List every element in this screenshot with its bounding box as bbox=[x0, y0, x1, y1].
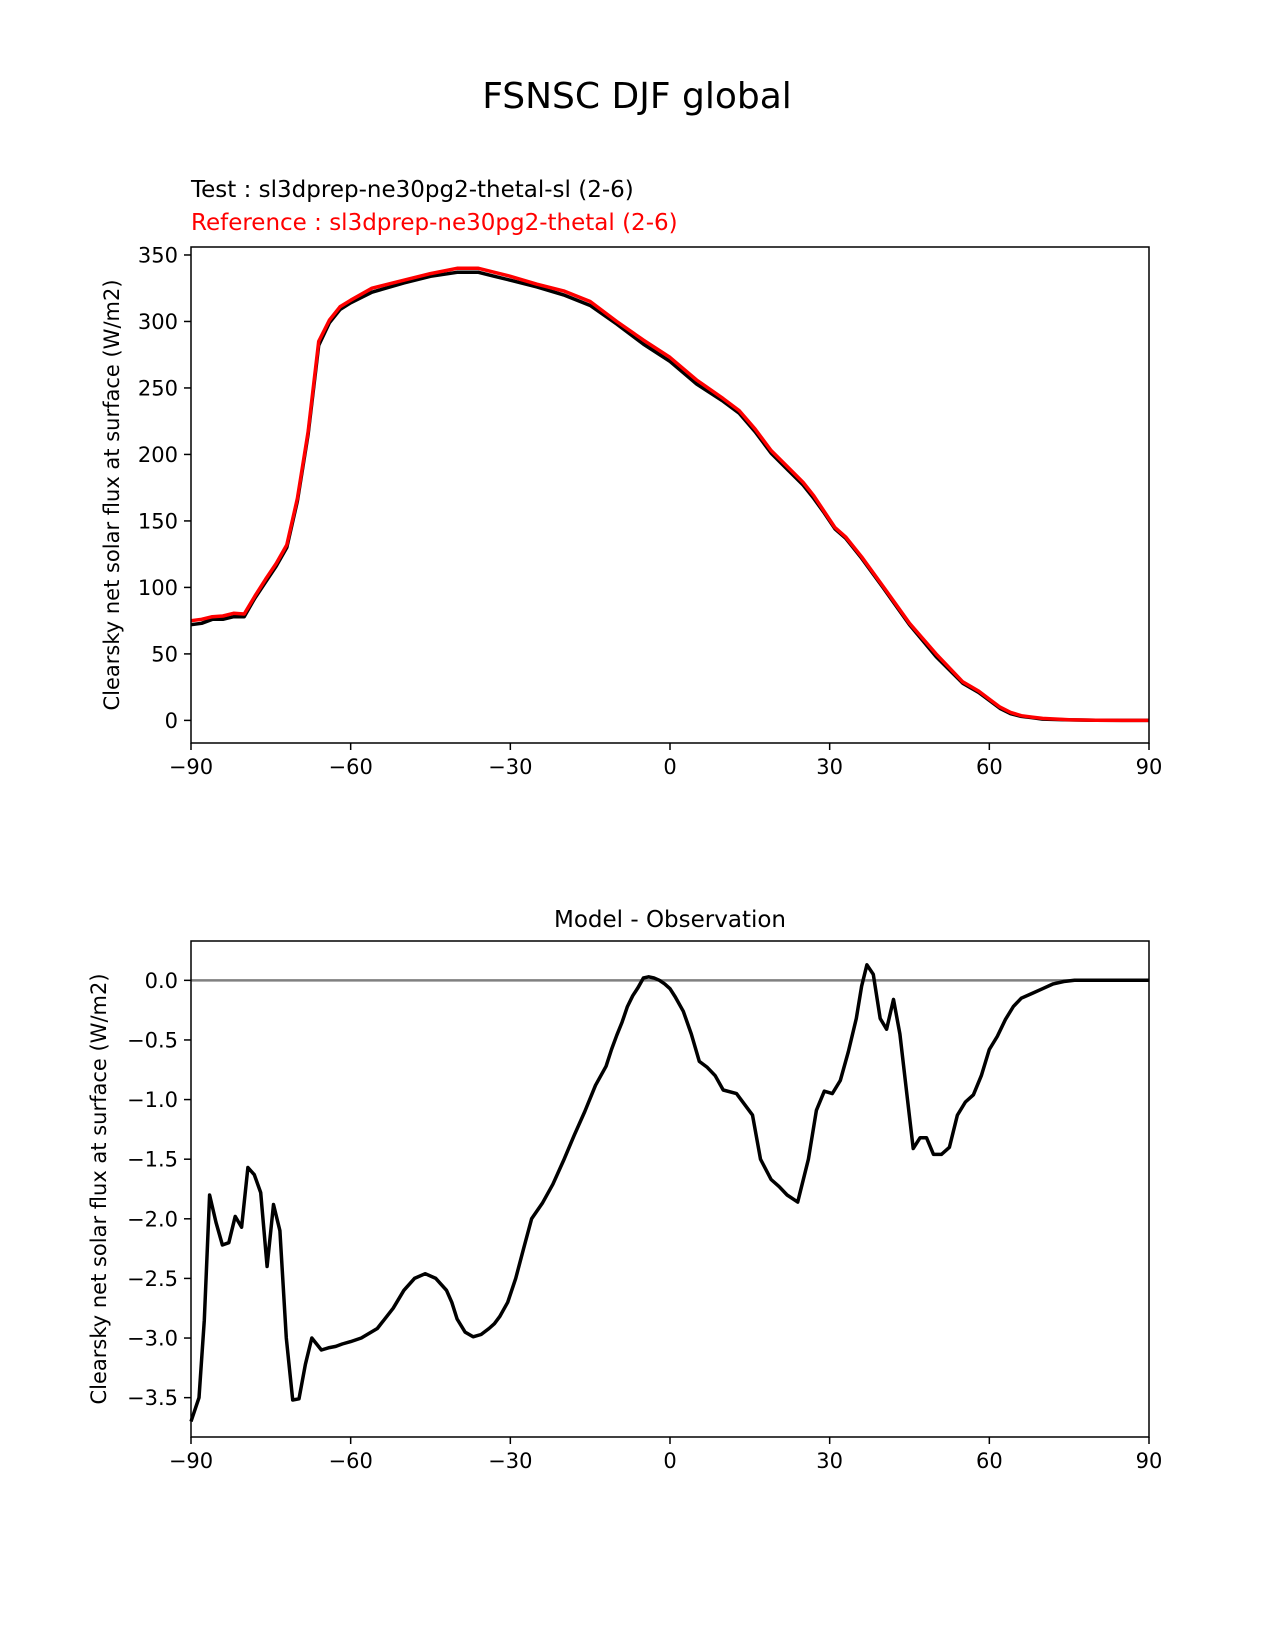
y-tick-label: 0.0 bbox=[145, 969, 178, 993]
x-tick-label: 60 bbox=[976, 1449, 1003, 1473]
y-axis-label: Clearsky net solar flux at surface (W/m2… bbox=[100, 279, 124, 710]
y-tick-label: 50 bbox=[151, 642, 178, 666]
y-axis-label: Clearsky net solar flux at surface (W/m2… bbox=[87, 973, 111, 1404]
reference-label: Reference : sl3dprep-ne30pg2-thetal (2-6… bbox=[191, 210, 678, 236]
plot-frame bbox=[190, 246, 1150, 744]
x-tick-label: −90 bbox=[169, 755, 213, 779]
x-tick-label: −60 bbox=[329, 1449, 373, 1473]
series-line-1 bbox=[190, 266, 1149, 723]
figure-title: FSNSC DJF global bbox=[482, 76, 792, 117]
x-tick-label: 30 bbox=[816, 1449, 843, 1473]
x-tick-label: 90 bbox=[1136, 755, 1163, 779]
y-tick-label: −3.0 bbox=[127, 1327, 178, 1351]
y-tick-label: −2.5 bbox=[127, 1267, 178, 1291]
y-tick-label: 300 bbox=[138, 310, 178, 334]
y-tick-label: 250 bbox=[138, 376, 178, 400]
top-panel: −90 −60 −30 0 30 60 90 0 50 100 150 200 250 300 350 Cle… bbox=[100, 243, 1162, 779]
y-tick-label: 0 bbox=[165, 709, 178, 733]
plot-frame bbox=[190, 940, 1150, 1438]
x-tick-label: 90 bbox=[1136, 1449, 1163, 1473]
test-label: Test : sl3dprep-ne30pg2-thetal-sl (2-6) bbox=[190, 177, 634, 203]
y-tick-label: −2.0 bbox=[127, 1207, 178, 1231]
y-tick-label: −1.5 bbox=[127, 1148, 178, 1172]
y-tick-label: 100 bbox=[138, 576, 178, 600]
y-tick-label: 350 bbox=[138, 243, 178, 267]
x-tick-label: −90 bbox=[169, 1449, 213, 1473]
x-tick-label: −30 bbox=[488, 1449, 532, 1473]
series-line-0 bbox=[190, 270, 1149, 723]
difference-panel: −90 −60 −30 0 30 60 90 0.0 −0.5 −1.0 −1.5 −2.0 −2.5 −… bbox=[87, 907, 1162, 1473]
x-tick-label: 0 bbox=[663, 1449, 676, 1473]
y-tick-label: −3.5 bbox=[127, 1386, 178, 1410]
y-tick-label: 200 bbox=[138, 443, 178, 467]
y-tick-label: −1.0 bbox=[127, 1088, 178, 1112]
y-tick-label: 150 bbox=[138, 509, 178, 533]
x-tick-label: −30 bbox=[488, 755, 532, 779]
y-tick-label: −0.5 bbox=[127, 1028, 178, 1052]
panel-title: Model - Observation bbox=[554, 907, 786, 933]
series-line-0 bbox=[189, 963, 1149, 1423]
x-tick-label: 60 bbox=[976, 755, 1003, 779]
x-tick-label: 30 bbox=[816, 755, 843, 779]
x-tick-label: −60 bbox=[329, 755, 373, 779]
x-tick-label: 0 bbox=[663, 755, 676, 779]
